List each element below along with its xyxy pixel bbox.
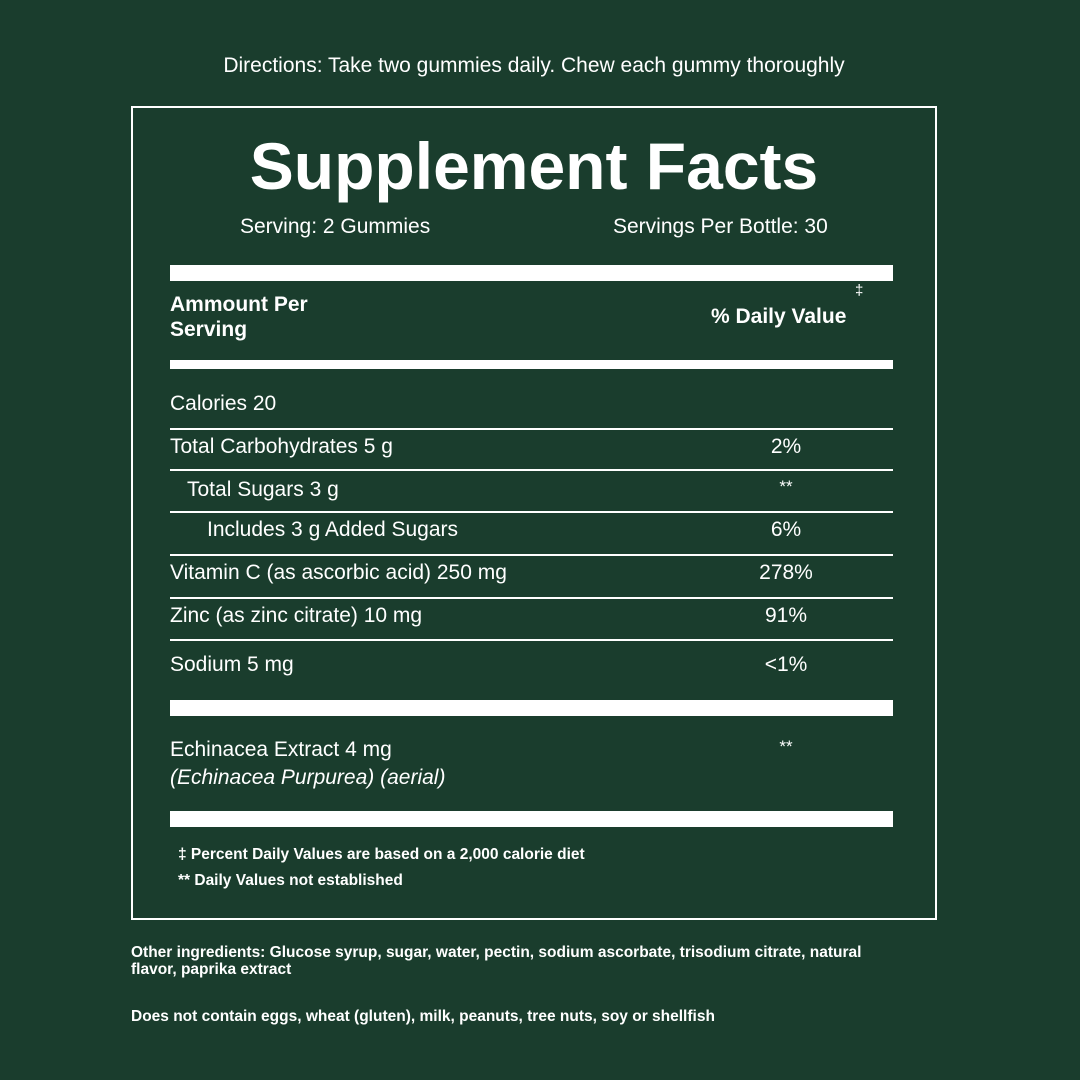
row-sugars-label: Total Sugars 3 g [187,478,339,501]
thick-divider [170,265,893,281]
directions-text: Directions: Take two gummies daily. Chew… [223,54,845,77]
row-sodium-dv: <1% [764,653,808,676]
amount-line1: Ammount Per [170,293,308,316]
row-divider [170,639,893,641]
panel-title: Supplement Facts [249,129,819,203]
row-sodium-label: Sodium 5 mg [170,653,294,676]
echinacea-dv: ** [779,737,793,756]
row-calories-label: Calories 20 [170,392,277,415]
row-vitamin-c-dv: 278% [759,561,813,584]
echinacea-label: Echinacea Extract 4 mg [170,738,392,761]
row-zinc-dv: 91% [764,604,808,627]
row-vitamin-c-label: Vitamin C (as ascorbic acid) 250 mg [170,561,507,584]
thick-divider [170,700,893,716]
row-added-sugars-dv: 6% [770,518,802,541]
dv-footnote-mark: ‡ [855,282,864,299]
row-zinc-label: Zinc (as zinc citrate) 10 mg [170,604,423,627]
medium-divider [170,360,893,369]
amount-line2: Serving [170,318,248,341]
supplement-facts-panel [131,106,937,920]
amount-per-serving-header: Ammount Per Serving [170,292,308,342]
allergen-statement: Does not contain eggs, wheat (gluten), m… [131,1008,715,1025]
echinacea-source: (Echinacea Purpurea) (aerial) [170,766,446,789]
daily-value-header: % Daily Value [711,305,847,328]
serving-size: Serving: 2 Gummies [240,215,431,238]
footnote-not-established: ** Daily Values not established [178,872,403,889]
row-divider [170,554,893,556]
row-divider [170,428,893,430]
footnote-daily-values: ‡ Percent Daily Values are based on a 2,… [178,846,585,863]
other-ingredients: Other ingredients: Glucose syrup, sugar,… [131,944,862,978]
thick-divider [170,811,893,827]
servings-per-bottle: Servings Per Bottle: 30 [613,215,828,238]
row-added-sugars-label: Includes 3 g Added Sugars [207,518,459,541]
row-carbs-label: Total Carbohydrates 5 g [170,435,393,458]
row-sugars-dv: ** [779,477,793,496]
row-divider [170,511,893,513]
row-divider [170,597,893,599]
row-carbs-dv: 2% [770,435,802,458]
row-divider [170,469,893,471]
